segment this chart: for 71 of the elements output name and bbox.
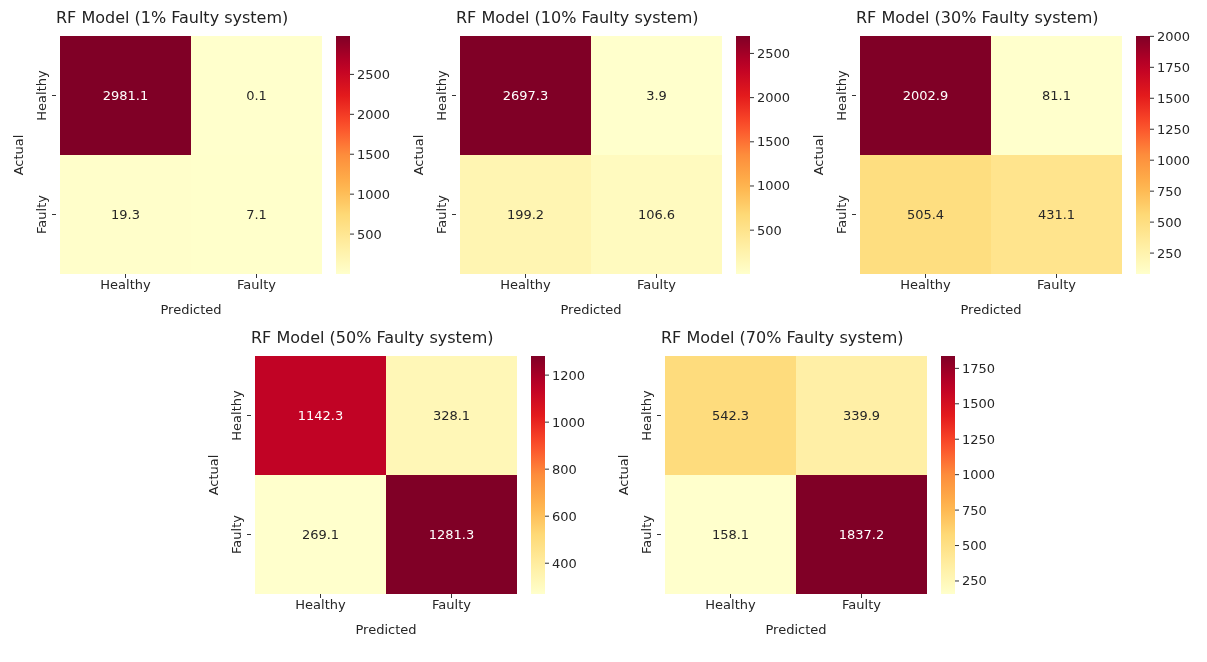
x-axis-title: Predicted [960, 302, 1022, 317]
x-axis-title: Predicted [560, 302, 622, 317]
color-bar-label: 500 [757, 222, 782, 238]
data-label: 1142.3 [297, 408, 344, 423]
x-tick-label: Healthy [295, 597, 346, 613]
chart-title: RF Model (70% Faulty system) [660, 328, 905, 349]
data-label: 431.1 [1037, 207, 1076, 222]
x-tick-label: Faulty [1037, 277, 1077, 293]
data-label: 19.3 [111, 207, 140, 222]
color-bar-label: 2000 [1157, 28, 1191, 44]
y-axis-title: Actual [810, 134, 826, 176]
color-bar-label: 750 [1157, 183, 1182, 199]
data-label: 7.1 [246, 207, 267, 222]
color-bar-label: 750 [962, 502, 987, 518]
x-tick-label: Healthy [705, 597, 756, 613]
color-bar-label: 1250 [962, 431, 996, 447]
chart-title: RF Model (10% Faulty system) [455, 8, 700, 29]
color-bar-label: 500 [357, 226, 382, 242]
y-axis-title: Actual [205, 454, 221, 496]
color-bar-label: 1000 [962, 467, 996, 483]
x-axis-title: Predicted [355, 622, 417, 637]
y-axis-title: Actual [410, 134, 426, 176]
color-bar-label: 2000 [757, 90, 791, 106]
x-tick-label: Healthy [900, 277, 951, 293]
data-label: 199.2 [506, 207, 545, 222]
data-label: 2002.9 [902, 88, 949, 103]
data-label: 339.9 [842, 408, 881, 423]
y-axis-title: Actual [10, 134, 26, 176]
color-bar-label: 1500 [757, 134, 791, 150]
data-label: 0.1 [246, 88, 267, 103]
color-bar-label: 800 [552, 461, 577, 477]
color-bar-label: 1200 [552, 367, 586, 383]
x-axis-title: Predicted [160, 302, 222, 317]
color-bar-label: 1500 [1157, 90, 1191, 106]
data-label: 269.1 [301, 527, 340, 542]
color-bar-label: 600 [552, 508, 577, 524]
y-axis-title: Actual [615, 454, 631, 496]
chart-title: RF Model (1% Faulty system) [55, 8, 290, 29]
chart-title: RF Model (50% Faulty system) [250, 328, 495, 349]
color-bar-label: 1250 [1157, 121, 1191, 137]
chart-title: RF Model (30% Faulty system) [855, 8, 1100, 29]
color-bar-label: 1750 [1157, 59, 1191, 75]
color-bar-label: 1750 [962, 360, 996, 376]
color-bar-label: 1000 [1157, 152, 1191, 168]
data-label: 2697.3 [502, 88, 549, 103]
color-bar-label: 1500 [357, 146, 391, 162]
data-label: 328.1 [432, 408, 471, 423]
x-tick-label: Healthy [500, 277, 551, 293]
data-label: 158.1 [711, 527, 750, 542]
color-bar-label: 250 [1157, 245, 1182, 261]
color-bar-label: 250 [962, 573, 987, 589]
data-label: 1281.3 [428, 527, 475, 542]
x-tick-label: Healthy [100, 277, 151, 293]
data-label: 505.4 [906, 207, 945, 222]
color-bar-label: 2000 [357, 106, 391, 122]
color-bar-label: 1000 [757, 178, 791, 194]
color-bar-label: 1000 [552, 414, 586, 430]
color-bar-label: 1000 [357, 186, 391, 202]
color-bar-label: 1500 [962, 396, 996, 412]
color-bar-label: 2500 [357, 66, 391, 82]
data-label: 81.1 [1042, 88, 1071, 103]
color-bar-label: 400 [552, 555, 577, 571]
x-axis-title: Predicted [765, 622, 827, 637]
data-label: 1837.2 [838, 527, 885, 542]
data-label: 106.6 [637, 207, 676, 222]
color-bar-label: 500 [962, 538, 987, 554]
color-bar-label: 2500 [757, 45, 791, 61]
data-label: 542.3 [711, 408, 750, 423]
data-label: 3.9 [646, 88, 667, 103]
color-bar-label: 500 [1157, 214, 1182, 230]
data-label: 2981.1 [102, 88, 149, 103]
